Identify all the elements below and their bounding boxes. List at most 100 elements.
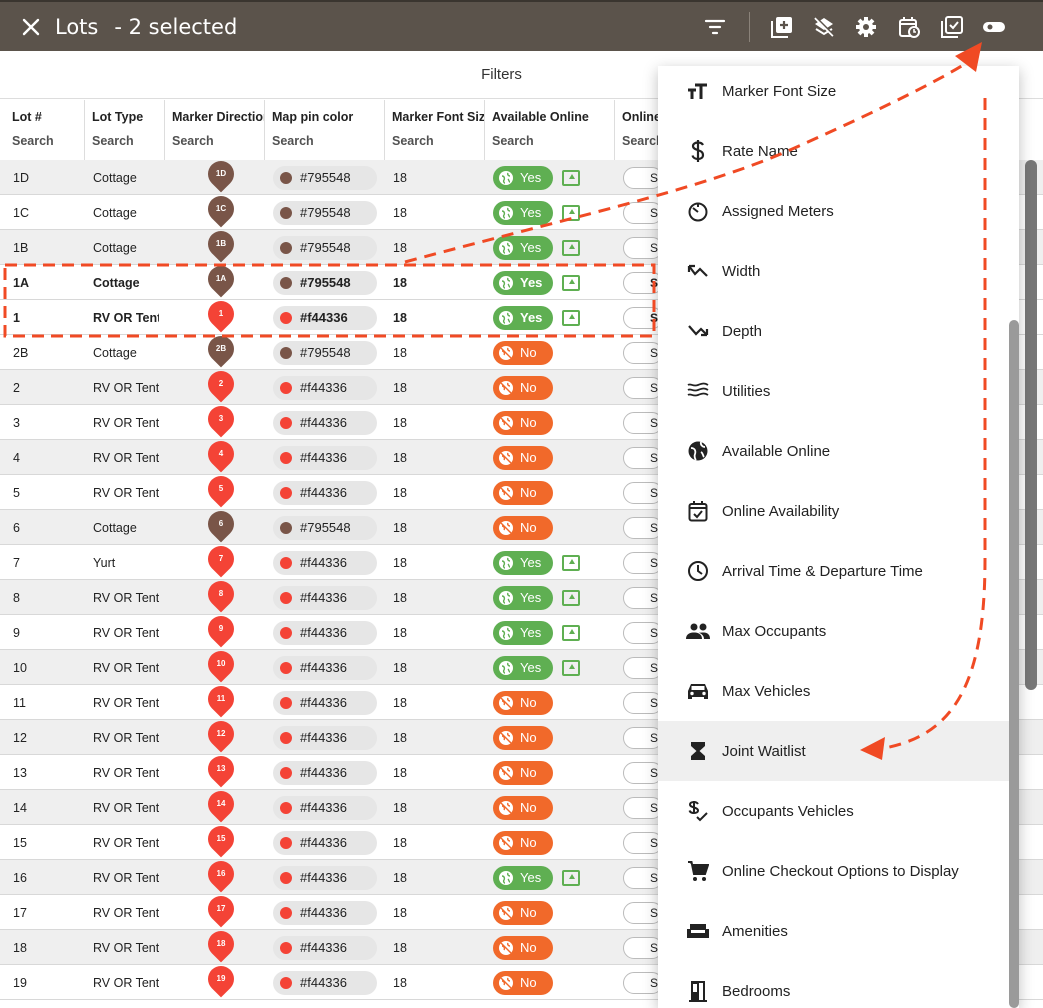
- filter-icon[interactable]: [702, 14, 728, 40]
- color-chip[interactable]: #f44336: [273, 445, 377, 470]
- column-search[interactable]: Search: [272, 134, 314, 148]
- available-online-cell[interactable]: Yes: [493, 860, 613, 895]
- online-availability-cell[interactable]: S: [623, 230, 663, 265]
- available-online-cell[interactable]: Yes: [493, 300, 613, 335]
- map-pin-color-cell[interactable]: #f44336: [273, 405, 383, 440]
- available-online-no-badge[interactable]: No: [493, 410, 553, 435]
- online-availability-cell[interactable]: S: [623, 860, 663, 895]
- publish-icon[interactable]: [562, 239, 580, 256]
- publish-icon[interactable]: [562, 869, 580, 886]
- column-header-available-online[interactable]: Available Online Search: [485, 100, 615, 160]
- color-chip[interactable]: #795548: [273, 340, 377, 365]
- online-availability-cell[interactable]: S: [623, 650, 663, 685]
- menu-item-bedrooms[interactable]: Bedrooms: [658, 961, 1019, 1008]
- online-availability-cell[interactable]: S: [623, 755, 663, 790]
- online-availability-cell[interactable]: S: [623, 790, 663, 825]
- online-availability-cell[interactable]: S: [623, 370, 663, 405]
- publish-icon[interactable]: [562, 204, 580, 221]
- menu-item-utilities[interactable]: Utilities: [658, 361, 1019, 421]
- available-online-cell[interactable]: Yes: [493, 580, 613, 615]
- color-chip[interactable]: #f44336: [273, 410, 377, 435]
- color-chip[interactable]: #f44336: [273, 375, 377, 400]
- column-search[interactable]: Search: [172, 134, 214, 148]
- color-chip[interactable]: #f44336: [273, 760, 377, 785]
- online-availability-button[interactable]: S: [623, 551, 663, 574]
- online-availability-button[interactable]: S: [623, 726, 663, 749]
- publish-icon[interactable]: [562, 554, 580, 571]
- online-availability-cell[interactable]: S: [623, 930, 663, 965]
- map-pin-color-cell[interactable]: #795548: [273, 230, 383, 265]
- calendar-sync-icon[interactable]: [896, 14, 922, 40]
- available-online-no-badge[interactable]: No: [493, 690, 553, 715]
- publish-icon[interactable]: [562, 274, 580, 291]
- color-chip[interactable]: #f44336: [273, 900, 377, 925]
- online-availability-cell[interactable]: S: [623, 720, 663, 755]
- online-availability-cell[interactable]: S: [623, 160, 663, 195]
- menu-item-amenities[interactable]: Amenities: [658, 901, 1019, 961]
- column-search[interactable]: Search: [492, 134, 534, 148]
- color-chip[interactable]: #f44336: [273, 550, 377, 575]
- color-chip[interactable]: #f44336: [273, 305, 377, 330]
- available-online-no-badge[interactable]: No: [493, 515, 553, 540]
- add-box-icon[interactable]: [769, 14, 795, 40]
- online-availability-button[interactable]: S: [623, 901, 663, 924]
- color-chip[interactable]: #f44336: [273, 725, 377, 750]
- color-chip[interactable]: #f44336: [273, 480, 377, 505]
- color-chip[interactable]: #f44336: [273, 795, 377, 820]
- available-online-cell[interactable]: No: [493, 790, 613, 825]
- menu-item-available-online[interactable]: Available Online: [658, 421, 1019, 481]
- color-chip[interactable]: #795548: [273, 200, 377, 225]
- map-pin-color-cell[interactable]: #f44336: [273, 965, 383, 1000]
- available-online-no-badge[interactable]: No: [493, 445, 553, 470]
- column-header-lot-type[interactable]: Lot Type Search: [85, 100, 165, 160]
- menu-item-depth[interactable]: Depth: [658, 301, 1019, 361]
- map-pin-color-cell[interactable]: #f44336: [273, 475, 383, 510]
- color-chip[interactable]: #f44336: [273, 830, 377, 855]
- online-availability-button[interactable]: S: [623, 831, 663, 854]
- available-online-yes-badge[interactable]: Yes: [493, 585, 553, 610]
- table-row[interactable]: 13 RV OR Tent 13 #f44336 18 No S: [0, 755, 1043, 790]
- available-online-no-badge[interactable]: No: [493, 760, 553, 785]
- map-pin-color-cell[interactable]: #f44336: [273, 825, 383, 860]
- available-online-cell[interactable]: No: [493, 755, 613, 790]
- available-online-no-badge[interactable]: No: [493, 900, 553, 925]
- column-search[interactable]: Search: [92, 134, 134, 148]
- available-online-yes-badge[interactable]: Yes: [493, 270, 553, 295]
- online-availability-button[interactable]: S: [623, 446, 663, 469]
- online-availability-button[interactable]: S: [623, 236, 663, 259]
- menu-item-assigned-meters[interactable]: Assigned Meters: [658, 181, 1019, 241]
- column-header-marker-font-size[interactable]: Marker Font Size Search: [385, 100, 485, 160]
- map-pin-color-cell[interactable]: #795548: [273, 160, 383, 195]
- map-pin-color-cell[interactable]: #f44336: [273, 580, 383, 615]
- map-pin-color-cell[interactable]: #795548: [273, 195, 383, 230]
- table-row[interactable]: 7 Yurt 7 #f44336 18 Yes S: [0, 545, 1043, 580]
- menu-item-max-vehicles[interactable]: Max Vehicles: [658, 661, 1019, 721]
- available-online-cell[interactable]: Yes: [493, 160, 613, 195]
- online-availability-button[interactable]: S: [623, 761, 663, 784]
- table-row[interactable]: 2B Cottage 2B #795548 18 No S: [0, 335, 1043, 370]
- publish-icon[interactable]: [562, 309, 580, 326]
- available-online-cell[interactable]: No: [493, 685, 613, 720]
- available-online-cell[interactable]: No: [493, 965, 613, 1000]
- publish-icon[interactable]: [562, 589, 580, 606]
- available-online-cell[interactable]: No: [493, 335, 613, 370]
- map-pin-color-cell[interactable]: #795548: [273, 335, 383, 370]
- table-row[interactable]: 8 RV OR Tent 8 #f44336 18 Yes S: [0, 580, 1043, 615]
- map-pin-color-cell[interactable]: #795548: [273, 265, 383, 300]
- menu-item-rate-name[interactable]: Rate Name: [658, 121, 1019, 181]
- online-availability-cell[interactable]: S: [623, 615, 663, 650]
- map-pin-color-cell[interactable]: #f44336: [273, 440, 383, 475]
- online-availability-cell[interactable]: S: [623, 580, 663, 615]
- available-online-yes-badge[interactable]: Yes: [493, 655, 553, 680]
- available-online-yes-badge[interactable]: Yes: [493, 865, 553, 890]
- online-availability-cell[interactable]: S: [623, 440, 663, 475]
- publish-icon[interactable]: [562, 624, 580, 641]
- online-availability-button[interactable]: S: [623, 376, 663, 399]
- available-online-cell[interactable]: Yes: [493, 545, 613, 580]
- map-pin-color-cell[interactable]: #f44336: [273, 790, 383, 825]
- color-chip[interactable]: #795548: [273, 515, 377, 540]
- column-header-map-pin-color[interactable]: Map pin color Search: [265, 100, 385, 160]
- online-availability-cell[interactable]: S: [623, 335, 663, 370]
- online-availability-button[interactable]: S: [623, 516, 663, 539]
- online-availability-cell[interactable]: S: [623, 510, 663, 545]
